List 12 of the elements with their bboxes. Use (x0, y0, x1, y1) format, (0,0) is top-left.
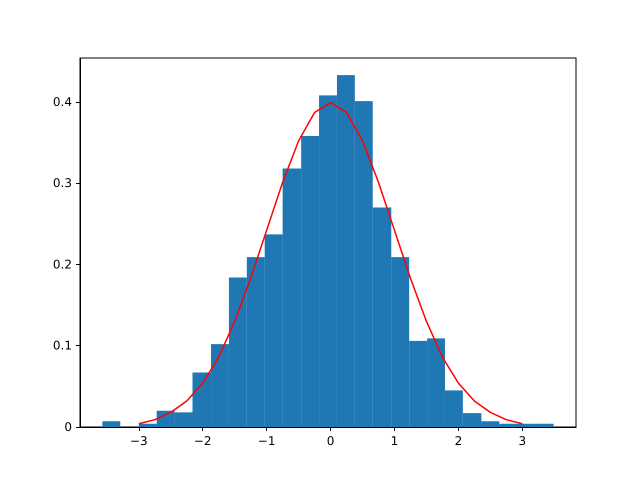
x-tick-label: −2 (194, 434, 212, 448)
y-tick-label: 0 (64, 420, 72, 434)
y-tick-label: 0.1 (52, 338, 72, 353)
x-tick-label: −3 (130, 434, 148, 448)
y-tick-label: 0.4 (52, 94, 72, 109)
x-tick-label: 2 (454, 434, 462, 448)
y-tick-label: 0.2 (52, 257, 72, 272)
x-tick-label: −1 (258, 434, 276, 448)
x-tick-label: 0 (326, 434, 334, 448)
x-tick-label: 1 (390, 434, 398, 448)
x-tick-label: 3 (518, 434, 526, 448)
y-tick-label: 0.3 (52, 176, 72, 190)
